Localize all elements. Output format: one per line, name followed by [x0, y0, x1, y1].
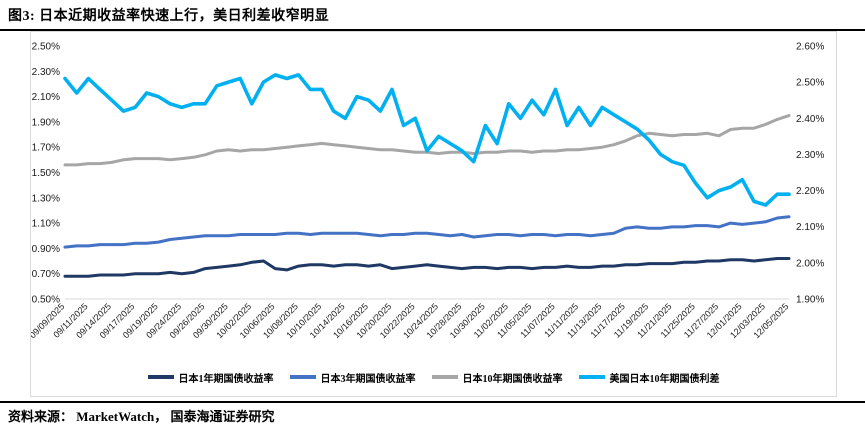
- series-line-日本10年期国债收益率: [63, 114, 791, 167]
- left-axis-tick-label: 1.10%: [32, 219, 60, 230]
- series-line-美国日本10年期国债利差: [63, 73, 791, 207]
- left-axis-tick-label: 2.50%: [32, 42, 60, 53]
- legend-label: 日本10年期国债收益率: [462, 373, 563, 385]
- left-axis-tick-label: 1.70%: [32, 143, 60, 154]
- left-axis-tick-label: 1.90%: [32, 117, 60, 128]
- chart-box: 2.50% 2.30% 2.10% 1.90% 1.70% 1.50% 1.30% 1.10%…: [30, 31, 837, 397]
- left-axis-tick-label: 0.90%: [32, 244, 60, 255]
- right-axis-tick-label: 2.10%: [796, 222, 824, 233]
- left-axis-tick-label: 2.10%: [32, 92, 60, 103]
- legend-line-swatch: [431, 375, 458, 379]
- legend-line-swatch: [289, 375, 316, 379]
- series-line-日本3年期国债收益率: [63, 215, 791, 249]
- legend-line-swatch: [578, 375, 605, 379]
- left-axis-tick-label: 2.30%: [32, 67, 60, 78]
- left-axis-tick-label: 1.30%: [32, 193, 60, 204]
- series-line-日本1年期国债收益率: [63, 257, 791, 278]
- right-axis-tick-label: 2.40%: [796, 114, 824, 125]
- source-text: 资料来源： MarketWatch， 国泰海通证券研究: [8, 409, 275, 424]
- line-chart-canvas: 2.50% 2.30% 2.10% 1.90% 1.70% 1.50% 1.30% 1.10%…: [31, 42, 824, 341]
- right-axis-tick-label: 2.50%: [796, 78, 824, 89]
- legend-label: 美国日本10年期国债利差: [609, 373, 720, 385]
- right-axis-tick-label: 2.00%: [796, 258, 824, 269]
- left-axis-tick-label: 1.50%: [32, 168, 60, 179]
- legend-item: 美国日本10年期国债利差: [578, 370, 720, 385]
- left-axis-tick-label: 0.50%: [32, 295, 60, 306]
- legend-line-swatch: [147, 375, 174, 379]
- legend-label: 日本1年期国债收益率: [178, 373, 274, 385]
- legend-label: 日本3年期国债收益率: [320, 373, 416, 385]
- source-note: 资料来源： MarketWatch， 国泰海通证券研究: [0, 401, 865, 425]
- legend-item: 日本10年期国债收益率: [431, 370, 563, 385]
- chart-legend: 日本1年期国债收益率 日本3年期国债收益率 日本10年期国债收益率 美国日本10年期国…: [31, 364, 836, 390]
- legend-item: 日本3年期国债收益率: [289, 370, 416, 385]
- right-axis-tick-label: 2.20%: [796, 186, 824, 197]
- right-axis-tick-label: 2.60%: [796, 42, 824, 53]
- legend-item: 日本1年期国债收益率: [147, 370, 274, 385]
- right-axis-tick-label: 2.30%: [796, 150, 824, 161]
- figure-title: 图3: 日本近期收益率快速上行，美日利差收窄明显: [0, 0, 865, 31]
- right-axis-tick-label: 1.90%: [796, 295, 824, 306]
- left-axis-tick-label: 0.70%: [32, 269, 60, 280]
